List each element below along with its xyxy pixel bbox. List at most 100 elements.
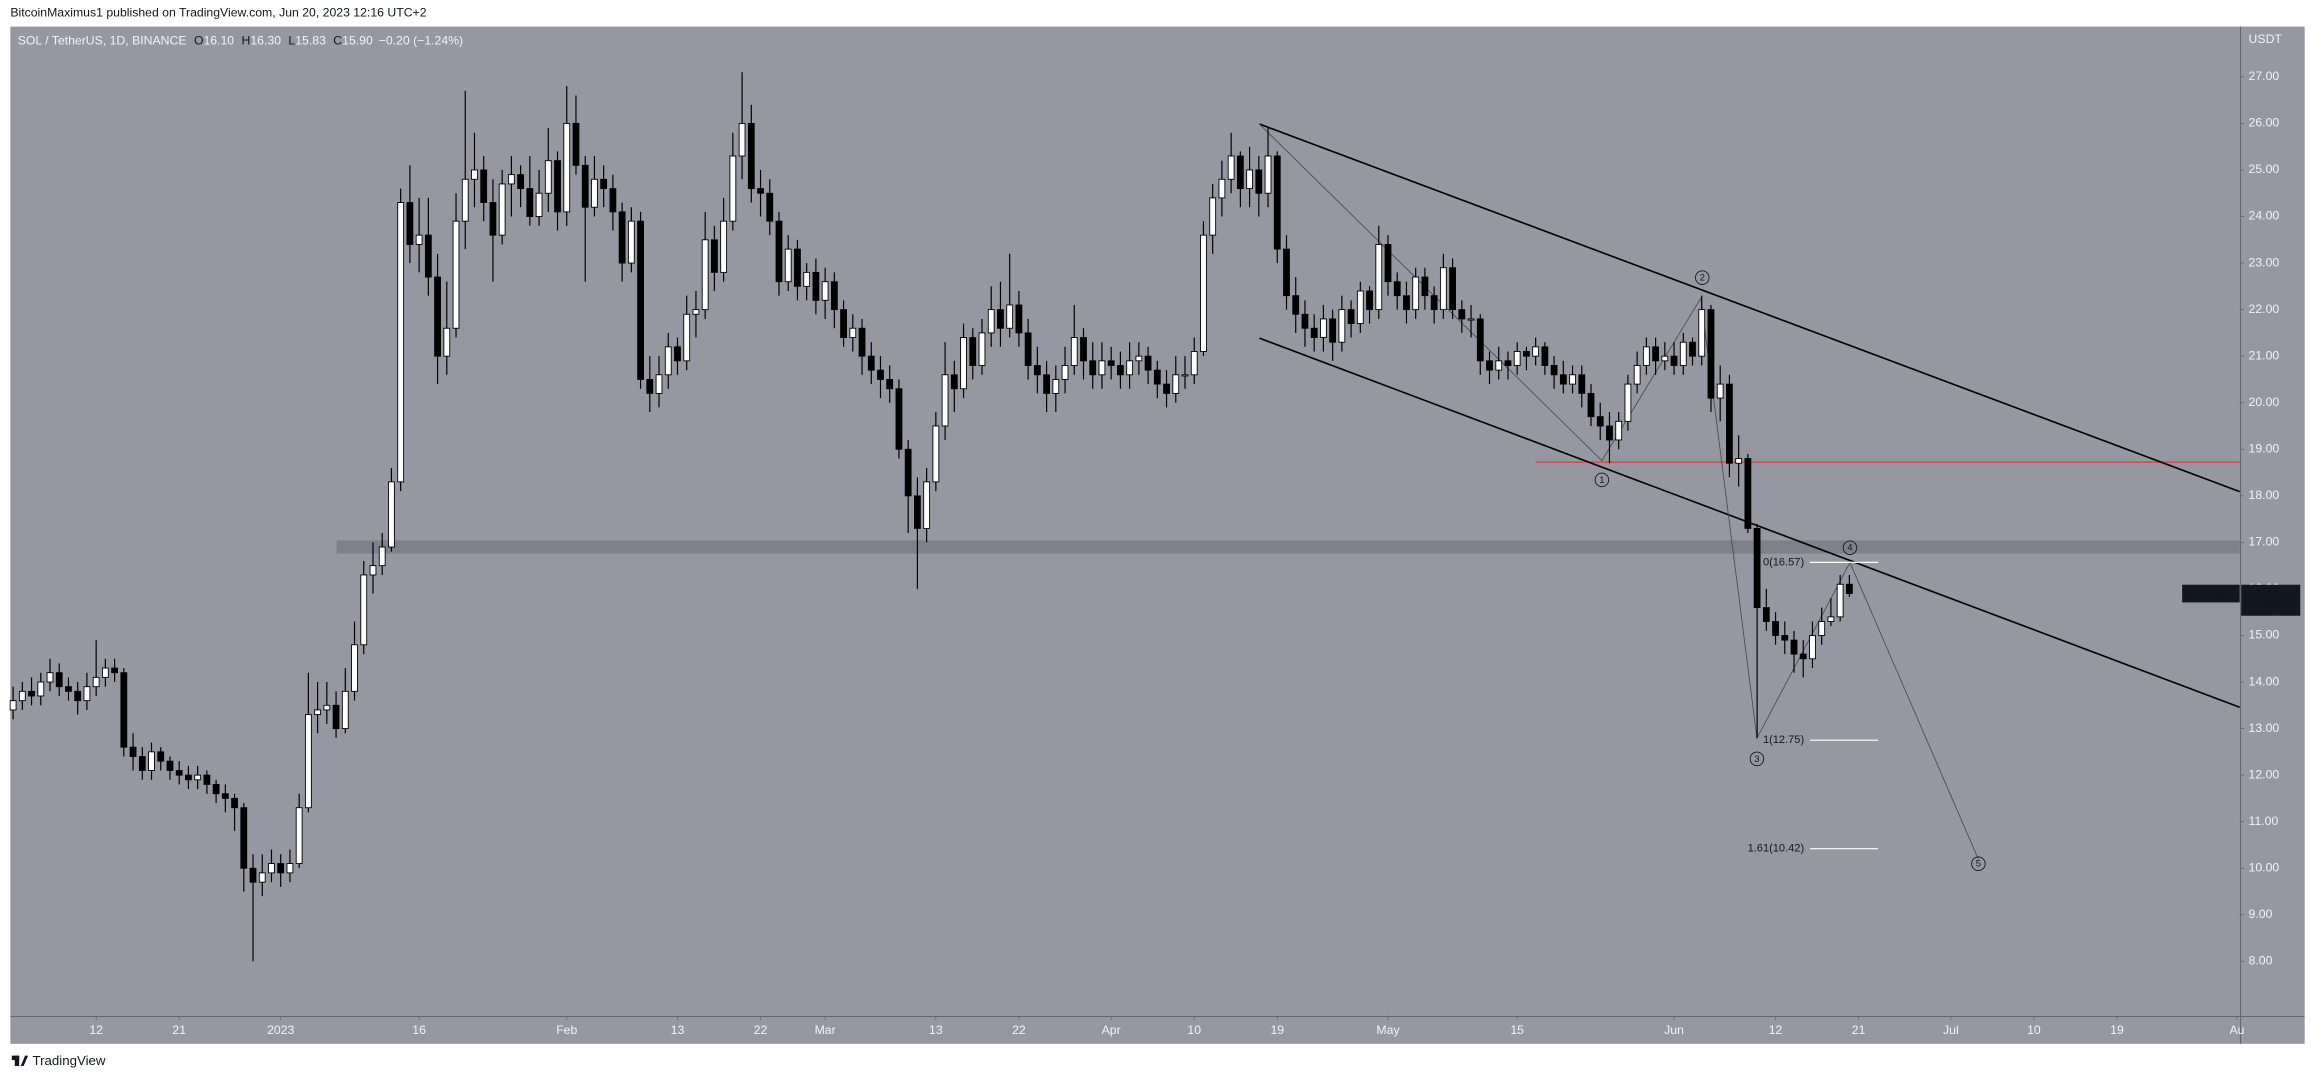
x-tick-label: 22 xyxy=(754,1023,768,1037)
candle-body xyxy=(471,169,478,180)
candle-body xyxy=(692,309,700,315)
y-tick-label: 13.00 xyxy=(2249,721,2280,735)
candle-body xyxy=(618,211,626,264)
candle-body xyxy=(286,863,294,874)
candle-body xyxy=(452,220,460,329)
candle-body xyxy=(794,248,801,287)
wave-label: 2 xyxy=(1700,273,1705,284)
ohlc-value: 16.30 xyxy=(250,34,281,48)
candle-body xyxy=(1532,346,1540,357)
candle-body xyxy=(1772,621,1779,636)
candle-body xyxy=(1633,365,1641,385)
candle-body xyxy=(1467,318,1475,321)
candle-body xyxy=(1799,653,1807,660)
candle-body xyxy=(351,644,358,692)
candle-body xyxy=(55,672,63,688)
brand-logo xyxy=(11,1055,29,1066)
y-tick-label: 15.00 xyxy=(2249,628,2280,642)
y-tick-label: 12.00 xyxy=(2249,767,2280,781)
candle-body xyxy=(1661,355,1669,362)
candle-body xyxy=(1384,244,1392,283)
candle-body xyxy=(1375,244,1383,311)
candle-body xyxy=(1310,327,1318,338)
candle-body xyxy=(858,327,866,357)
candle-body xyxy=(1541,346,1549,366)
candle-body xyxy=(1356,290,1364,325)
candle-body xyxy=(1200,234,1207,352)
wave-label: 4 xyxy=(1847,543,1853,554)
x-tick-label: Au xyxy=(2229,1023,2244,1037)
candle-body xyxy=(397,202,405,483)
candle-body xyxy=(1218,178,1226,199)
candle-body xyxy=(434,276,441,357)
support-zone xyxy=(336,540,2240,554)
candle-body xyxy=(812,271,820,301)
candle-body xyxy=(1403,295,1410,311)
y-tick-label: 25.00 xyxy=(2249,162,2280,176)
candle-body xyxy=(443,327,451,357)
candle-body xyxy=(277,863,285,874)
y-tick-label: 8.00 xyxy=(2249,954,2273,968)
ohlc-label: C xyxy=(333,34,342,48)
candle-body xyxy=(268,863,275,874)
ohlc-label: H xyxy=(242,34,251,48)
candle-body xyxy=(221,793,229,799)
candle-body xyxy=(1753,527,1761,608)
candle-body xyxy=(1107,360,1115,366)
candle-body xyxy=(591,178,598,208)
candle-body xyxy=(507,174,515,185)
candle-body xyxy=(185,774,192,781)
candle-body xyxy=(1172,374,1180,394)
wave-circle xyxy=(1594,472,1610,488)
candle-body xyxy=(775,220,783,283)
x-tick-label: 22 xyxy=(1012,1023,1026,1037)
candle-body xyxy=(701,239,709,311)
candle-body xyxy=(655,374,663,394)
candle-body xyxy=(821,281,829,301)
x-tick-label: Jul xyxy=(1943,1023,1959,1037)
candle-body xyxy=(1707,309,1715,399)
candle-body xyxy=(1024,332,1032,366)
candle-body xyxy=(120,672,128,748)
candle-body xyxy=(1744,458,1752,529)
candle-body xyxy=(637,220,644,380)
candle-body xyxy=(1716,383,1724,399)
x-tick-label: 13 xyxy=(671,1023,685,1037)
candle-body xyxy=(1412,276,1420,311)
y-tick-label: 23.00 xyxy=(2249,255,2280,269)
candle-body xyxy=(1320,318,1327,338)
channel-upper xyxy=(1259,123,2240,493)
candle-body xyxy=(424,234,432,278)
candle-body xyxy=(1301,313,1309,329)
candle-body xyxy=(738,122,746,157)
candle-body xyxy=(1596,416,1604,427)
candle-body xyxy=(517,174,525,190)
candle-body xyxy=(987,309,995,334)
candle-body xyxy=(1135,355,1143,362)
candle-body xyxy=(766,192,774,222)
candle-body xyxy=(1043,374,1050,394)
candle-body xyxy=(877,369,884,380)
ohlc-label: O xyxy=(194,34,204,48)
candle-body xyxy=(784,248,792,283)
candle-body xyxy=(932,425,940,483)
candle-body xyxy=(461,178,469,222)
wave-circle xyxy=(1971,856,1986,871)
y-tick-label: 22.00 xyxy=(2249,302,2280,316)
x-tick-label: 12 xyxy=(89,1023,103,1037)
x-tick-label: 21 xyxy=(1852,1023,1866,1037)
candle-body xyxy=(415,234,423,245)
candle-body xyxy=(1246,169,1253,190)
candle-body xyxy=(720,220,728,273)
x-tick-label: Mar xyxy=(815,1023,836,1037)
fib-label: 0(16.57) xyxy=(1763,556,1804,568)
candle-body xyxy=(1495,360,1503,371)
candle-body xyxy=(323,704,331,711)
wave-label: 3 xyxy=(1754,754,1759,765)
candle-body xyxy=(1642,346,1650,366)
x-tick-label: Feb xyxy=(556,1023,577,1037)
candle-body xyxy=(747,122,755,190)
candle-body xyxy=(388,481,395,548)
candle-body xyxy=(1486,360,1493,371)
